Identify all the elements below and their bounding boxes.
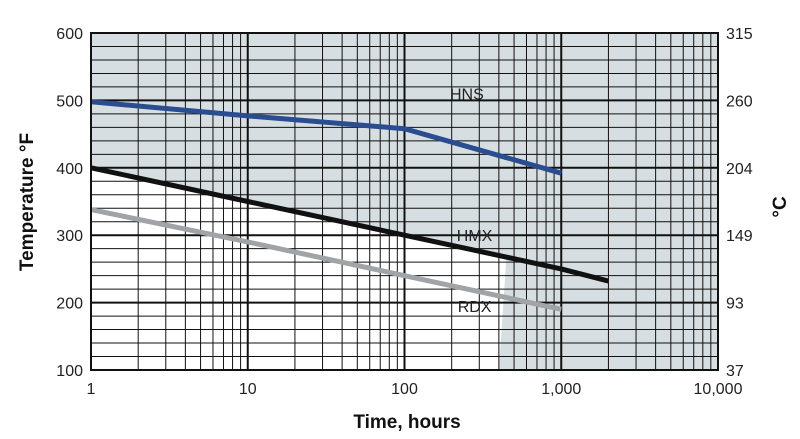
x-axis-title: Time, hours (353, 412, 460, 433)
series-line-rdx (90, 207, 562, 312)
y-axis-ticks: 100 200 300 400 500 600 (56, 26, 83, 380)
x-tick-label: 1,000 (541, 381, 581, 398)
x-axis-ticks: 1 10 100 1,000 10,000 (87, 381, 743, 398)
y-tick-label: 400 (56, 161, 83, 178)
x-tick-label: 1 (87, 381, 96, 398)
y-tick-label: 500 (56, 93, 83, 110)
y-tick-label: 300 (56, 228, 83, 245)
y2-tick-label: 260 (726, 93, 753, 110)
x-tick-label: 10,000 (694, 381, 743, 398)
y2-tick-label: 93 (726, 296, 744, 313)
y2-tick-label: 204 (726, 161, 753, 178)
y2-axis-title: °C (770, 196, 791, 218)
series-labels: HNS HMX RDX (450, 87, 493, 316)
series-label-hmx: HMX (457, 228, 493, 245)
y-axis-title: Temperature °F (17, 133, 38, 271)
y-tick-label: 600 (56, 26, 83, 43)
series-label-rdx: RDX (458, 299, 492, 316)
series-label-hns: HNS (450, 87, 484, 104)
y2-axis-ticks: 37 93 149 204 260 315 (726, 26, 753, 380)
series-line-hmx (90, 165, 610, 284)
y2-tick-label: 149 (726, 228, 753, 245)
y-tick-label: 100 (56, 363, 83, 380)
y2-tick-label: 315 (726, 26, 753, 43)
plot-frame (90, 32, 719, 371)
y2-tick-label: 37 (726, 363, 744, 380)
x-tick-label: 100 (391, 381, 418, 398)
x-tick-label: 10 (239, 381, 257, 398)
y-tick-label: 200 (56, 296, 83, 313)
series-line-hns (90, 99, 562, 176)
series-lines (90, 99, 610, 312)
